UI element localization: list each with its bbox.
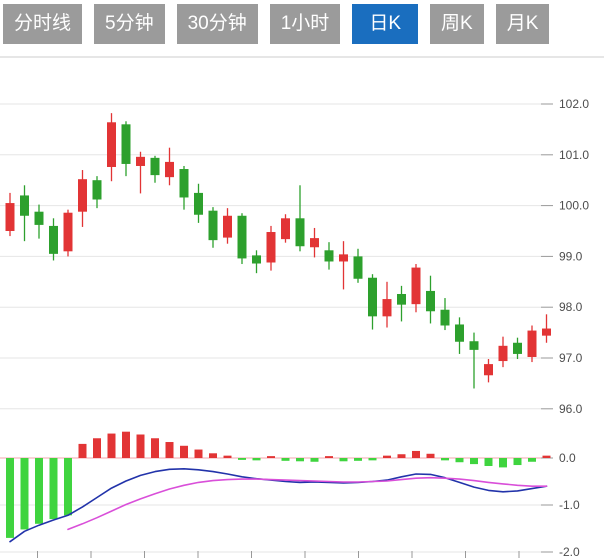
price-axis-label: 97.0: [559, 351, 583, 365]
candle-body-up: [5, 203, 15, 231]
macd-bar-up: [397, 454, 406, 458]
price-axis-label: 98.0: [559, 300, 583, 314]
candle-body-up: [281, 218, 290, 240]
macd-bar-up: [151, 438, 159, 458]
candle-body-down: [295, 218, 305, 247]
tab-monthly-k[interactable]: 月K: [495, 4, 550, 44]
candle-body-down: [469, 341, 479, 350]
macd-bar-up: [107, 433, 116, 458]
candle-body-down: [92, 180, 102, 200]
candle-body-down: [237, 215, 247, 259]
tab-5min[interactable]: 5分钟: [94, 4, 165, 44]
macd-bar-up: [223, 455, 232, 458]
macd-bar-down: [64, 458, 72, 516]
macd-bar-up: [122, 431, 130, 458]
macd-dea-line: [67, 476, 548, 531]
macd-bar-up: [426, 453, 435, 458]
macd-axis-label: -1.0: [559, 498, 580, 512]
macd-bar-down: [455, 458, 464, 463]
macd-bar-up: [325, 456, 333, 458]
candle-body-down: [440, 309, 450, 326]
macd-bar-down: [20, 458, 29, 530]
price-axis-label: 102.0: [559, 97, 589, 111]
macd-bar-up: [542, 455, 551, 458]
candle-body-down: [150, 157, 160, 176]
macd-bar-up: [383, 455, 391, 458]
candle-body-down: [455, 324, 464, 342]
candle-body-down: [353, 256, 363, 279]
macd-bar-up: [267, 456, 275, 458]
candle-body-up: [498, 345, 508, 362]
macd-bar-up: [180, 445, 188, 458]
macd-bar-down: [528, 458, 536, 462]
candle-body-up: [382, 299, 392, 317]
macd-bar-down: [484, 458, 493, 466]
candle-body-down: [20, 195, 29, 216]
candle-body-up: [63, 212, 73, 252]
macd-bar-up: [136, 434, 145, 458]
price-axis-label: 96.0: [559, 402, 583, 416]
price-axis-label: 99.0: [559, 249, 583, 263]
macd-bar-down: [310, 458, 319, 462]
candle-body-up: [542, 328, 551, 336]
candle-body-down: [426, 290, 435, 312]
macd-bar-up: [209, 453, 217, 458]
macd-bar-down: [35, 458, 43, 524]
price-axis-label: 100.0: [559, 199, 589, 213]
candle-body-down: [513, 342, 522, 354]
period-tabbar: 分时线 5分钟 30分钟 1小时 日K 周K 月K: [3, 4, 550, 44]
macd-bar-down: [6, 458, 14, 538]
macd-bar-up: [412, 450, 420, 458]
macd-bar-down: [368, 458, 377, 461]
candle-body-up: [484, 364, 493, 376]
price-axis-label: 101.0: [559, 148, 589, 162]
macd-bar-down: [339, 458, 348, 462]
candle-body-down: [194, 192, 203, 215]
candle-body-down: [397, 293, 406, 305]
tab-minute-line[interactable]: 分时线: [3, 4, 83, 44]
candle-body-up: [165, 161, 174, 178]
macd-bar-up: [78, 443, 87, 458]
tab-1hour[interactable]: 1小时: [269, 4, 341, 44]
macd-bar-down: [470, 458, 478, 465]
candle-body-up: [223, 215, 232, 238]
macd-bar-up: [165, 442, 174, 458]
candle-body-up: [339, 254, 348, 262]
candle-body-down: [49, 225, 58, 254]
candle-body-down: [179, 169, 189, 198]
macd-bar-down: [281, 458, 290, 461]
macd-bar-down: [296, 458, 304, 462]
macd-bar-down: [238, 458, 246, 460]
candle-body-up: [310, 238, 319, 248]
candle-body-up: [107, 122, 116, 167]
macd-axis-label: 0.0: [559, 451, 576, 465]
macd-bar-down: [499, 458, 507, 468]
candle-body-down: [208, 210, 218, 241]
candle-body-up: [266, 232, 276, 263]
candle-body-down: [34, 211, 44, 225]
tab-30min[interactable]: 30分钟: [176, 4, 258, 44]
macd-bar-down: [513, 458, 522, 466]
candle-body-up: [527, 330, 537, 357]
tab-weekly-k[interactable]: 周K: [430, 4, 484, 44]
candle-body-down: [121, 124, 131, 164]
tab-daily-k[interactable]: 日K: [352, 4, 418, 44]
macd-bar-down: [49, 458, 58, 520]
macd-bar-up: [93, 438, 101, 458]
candle-body-down: [252, 255, 261, 264]
candle-body-up: [136, 156, 145, 166]
macd-bar-down: [252, 458, 261, 461]
candle-body-down: [368, 277, 377, 317]
macd-bar-down: [354, 458, 362, 461]
macd-dif-line: [9, 467, 548, 543]
candle-body-up: [78, 179, 87, 212]
macd-bar-down: [441, 458, 449, 461]
candle-body-up: [411, 267, 421, 305]
macd-bar-up: [194, 449, 203, 458]
candle-body-down: [324, 250, 334, 262]
macd-axis-label: -2.0: [559, 545, 580, 559]
